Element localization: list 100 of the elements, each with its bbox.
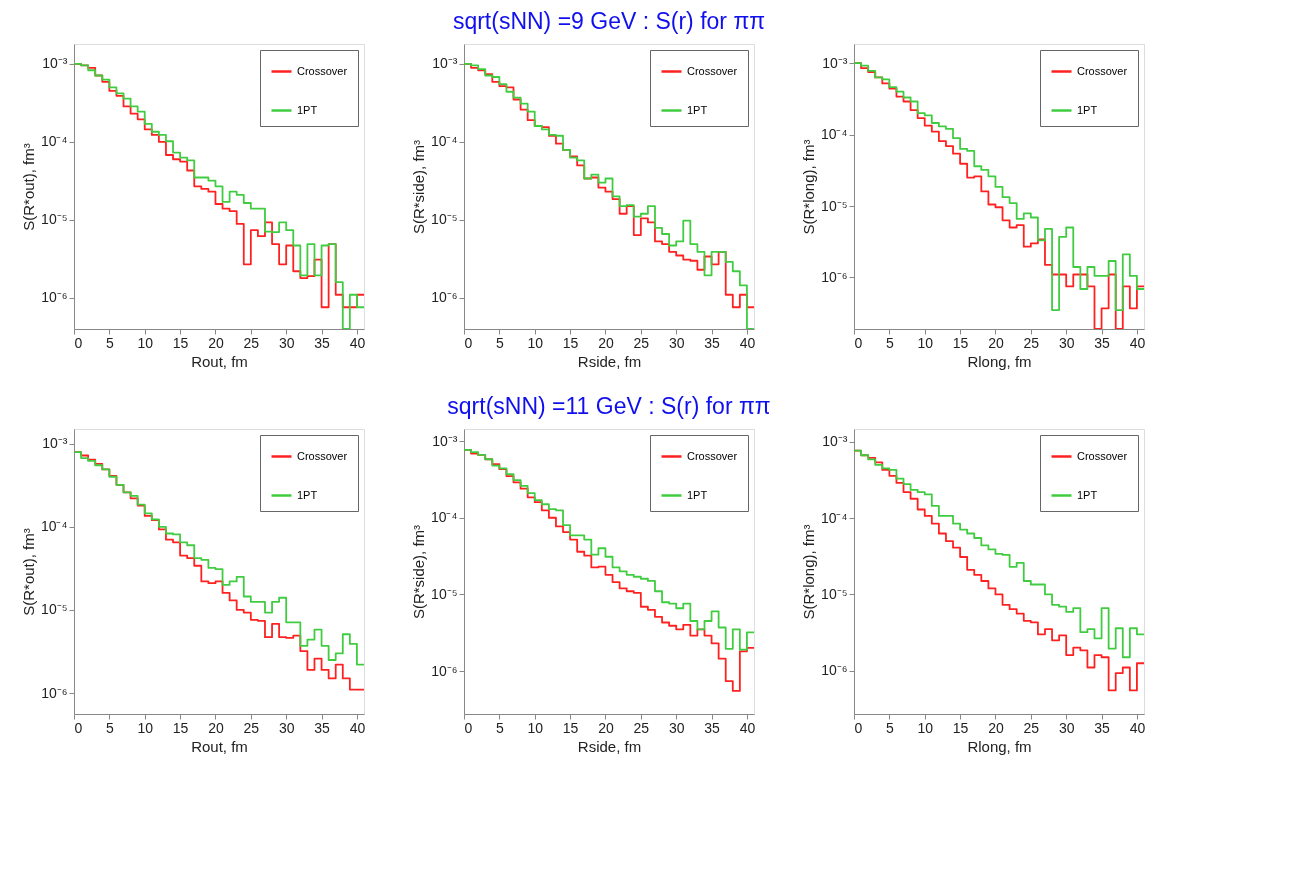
x-tick-label: 25 xyxy=(1023,334,1040,351)
x-tick-label: 40 xyxy=(1129,334,1146,351)
x-tick-label: 25 xyxy=(633,334,650,351)
x-axis-title: Rlong, fm xyxy=(967,352,1032,370)
x-tick-label: 20 xyxy=(598,334,614,351)
y-axis-title: S(R*long), fm³ xyxy=(799,139,817,235)
y-tick-label: 10⁻⁵ xyxy=(41,601,68,618)
legend-label: 1PT xyxy=(687,488,708,501)
x-tick-label: 40 xyxy=(349,719,366,736)
x-tick-label: 5 xyxy=(105,719,114,736)
x-tick-label: 10 xyxy=(137,334,154,351)
x-tick-label: 15 xyxy=(172,719,189,736)
x-tick-label: 30 xyxy=(278,334,295,351)
y-tick-label: 10⁻⁵ xyxy=(821,585,848,602)
y-tick-label: 10⁻³ xyxy=(432,55,458,72)
x-tick-label: 20 xyxy=(208,719,224,736)
y-tick-label: 10⁻³ xyxy=(822,433,848,450)
legend-label: Crossover xyxy=(687,449,738,462)
legend-label: 1PT xyxy=(1077,488,1098,501)
x-tick-label: 5 xyxy=(495,334,504,351)
legend-label: Crossover xyxy=(1077,64,1128,77)
x-tick-label: 20 xyxy=(988,719,1004,736)
legend-label: 1PT xyxy=(1077,103,1098,116)
y-tick-label: 10⁻⁶ xyxy=(821,268,848,285)
y-tick-label: 10⁻⁴ xyxy=(430,509,458,526)
x-tick-label: 15 xyxy=(172,334,189,351)
x-axis-title: Rout, fm xyxy=(191,737,248,755)
y-axis-title: S(R*long), fm³ xyxy=(799,524,817,620)
x-tick-label: 25 xyxy=(243,334,260,351)
x-tick-label: 20 xyxy=(598,719,614,736)
x-tick-label: 25 xyxy=(243,719,260,736)
x-axis-title: Rside, fm xyxy=(577,737,642,755)
x-tick-label: 15 xyxy=(562,334,579,351)
legend-label: Crossover xyxy=(1077,449,1128,462)
x-tick-label: 15 xyxy=(952,719,969,736)
y-tick-label: 10⁻⁶ xyxy=(431,662,458,679)
x-tick-label: 20 xyxy=(988,334,1004,351)
legend-label: Crossover xyxy=(687,64,738,77)
y-tick-label: 10⁻³ xyxy=(432,432,458,449)
x-tick-label: 30 xyxy=(1058,719,1075,736)
x-tick-label: 40 xyxy=(1129,719,1146,736)
x-tick-label: 30 xyxy=(668,719,685,736)
y-tick-label: 10⁻⁵ xyxy=(821,197,848,214)
x-tick-label: 0 xyxy=(74,719,83,736)
x-tick-label: 30 xyxy=(278,719,295,736)
y-tick-label: 10⁻⁶ xyxy=(431,289,458,306)
legend-label: 1PT xyxy=(297,103,318,116)
x-tick-label: 35 xyxy=(1094,334,1111,351)
y-tick-label: 10⁻⁵ xyxy=(41,211,68,228)
x-tick-label: 10 xyxy=(917,719,934,736)
x-tick-label: 0 xyxy=(464,719,473,736)
y-tick-label: 10⁻³ xyxy=(42,435,68,452)
x-tick-label: 0 xyxy=(854,334,863,351)
x-tick-label: 35 xyxy=(704,334,721,351)
x-tick-label: 5 xyxy=(885,334,894,351)
y-axis-title: S(R*side), fm³ xyxy=(409,524,427,620)
y-tick-label: 10⁻³ xyxy=(822,54,848,71)
y-tick-label: 10⁻⁴ xyxy=(430,133,458,150)
legend-label: 1PT xyxy=(687,103,708,116)
x-tick-label: 35 xyxy=(704,719,721,736)
x-tick-label: 10 xyxy=(527,719,544,736)
y-axis-title: S(R*out), fm³ xyxy=(19,143,37,231)
x-tick-label: 15 xyxy=(562,719,579,736)
x-tick-label: 20 xyxy=(208,334,224,351)
y-tick-label: 10⁻³ xyxy=(42,55,68,72)
x-tick-label: 5 xyxy=(105,334,114,351)
x-tick-label: 10 xyxy=(527,334,544,351)
x-tick-label: 25 xyxy=(1023,719,1040,736)
x-axis-title: Rside, fm xyxy=(577,352,642,370)
x-axis-title: Rout, fm xyxy=(191,352,248,370)
y-tick-label: 10⁻⁵ xyxy=(431,585,458,602)
x-tick-label: 30 xyxy=(1058,334,1075,351)
y-tick-label: 10⁻⁴ xyxy=(820,126,848,143)
x-tick-label: 40 xyxy=(739,334,756,351)
chart-title: sqrt(sNN) =11 GeV : S(r) for ππ xyxy=(447,393,771,419)
y-tick-label: 10⁻⁶ xyxy=(41,684,68,701)
y-tick-label: 10⁻⁴ xyxy=(40,518,68,535)
x-tick-label: 5 xyxy=(885,719,894,736)
x-tick-label: 35 xyxy=(1094,719,1111,736)
legend-label: Crossover xyxy=(297,449,348,462)
x-tick-label: 0 xyxy=(74,334,83,351)
x-tick-label: 0 xyxy=(464,334,473,351)
y-tick-label: 10⁻⁵ xyxy=(431,211,458,228)
x-tick-label: 10 xyxy=(137,719,154,736)
x-tick-label: 35 xyxy=(314,719,331,736)
y-axis-title: S(R*out), fm³ xyxy=(19,528,37,616)
x-tick-label: 10 xyxy=(917,334,934,351)
y-tick-label: 10⁻⁴ xyxy=(820,509,848,526)
legend-label: 1PT xyxy=(297,488,318,501)
x-tick-label: 30 xyxy=(668,334,685,351)
x-tick-label: 35 xyxy=(314,334,331,351)
y-axis-title: S(R*side), fm³ xyxy=(409,139,427,235)
x-tick-label: 5 xyxy=(495,719,504,736)
x-tick-label: 40 xyxy=(739,719,756,736)
x-tick-label: 25 xyxy=(633,719,650,736)
x-tick-label: 0 xyxy=(854,719,863,736)
x-axis-title: Rlong, fm xyxy=(967,737,1032,755)
y-tick-label: 10⁻⁶ xyxy=(821,662,848,679)
legend-label: Crossover xyxy=(297,64,348,77)
x-tick-label: 40 xyxy=(349,334,366,351)
